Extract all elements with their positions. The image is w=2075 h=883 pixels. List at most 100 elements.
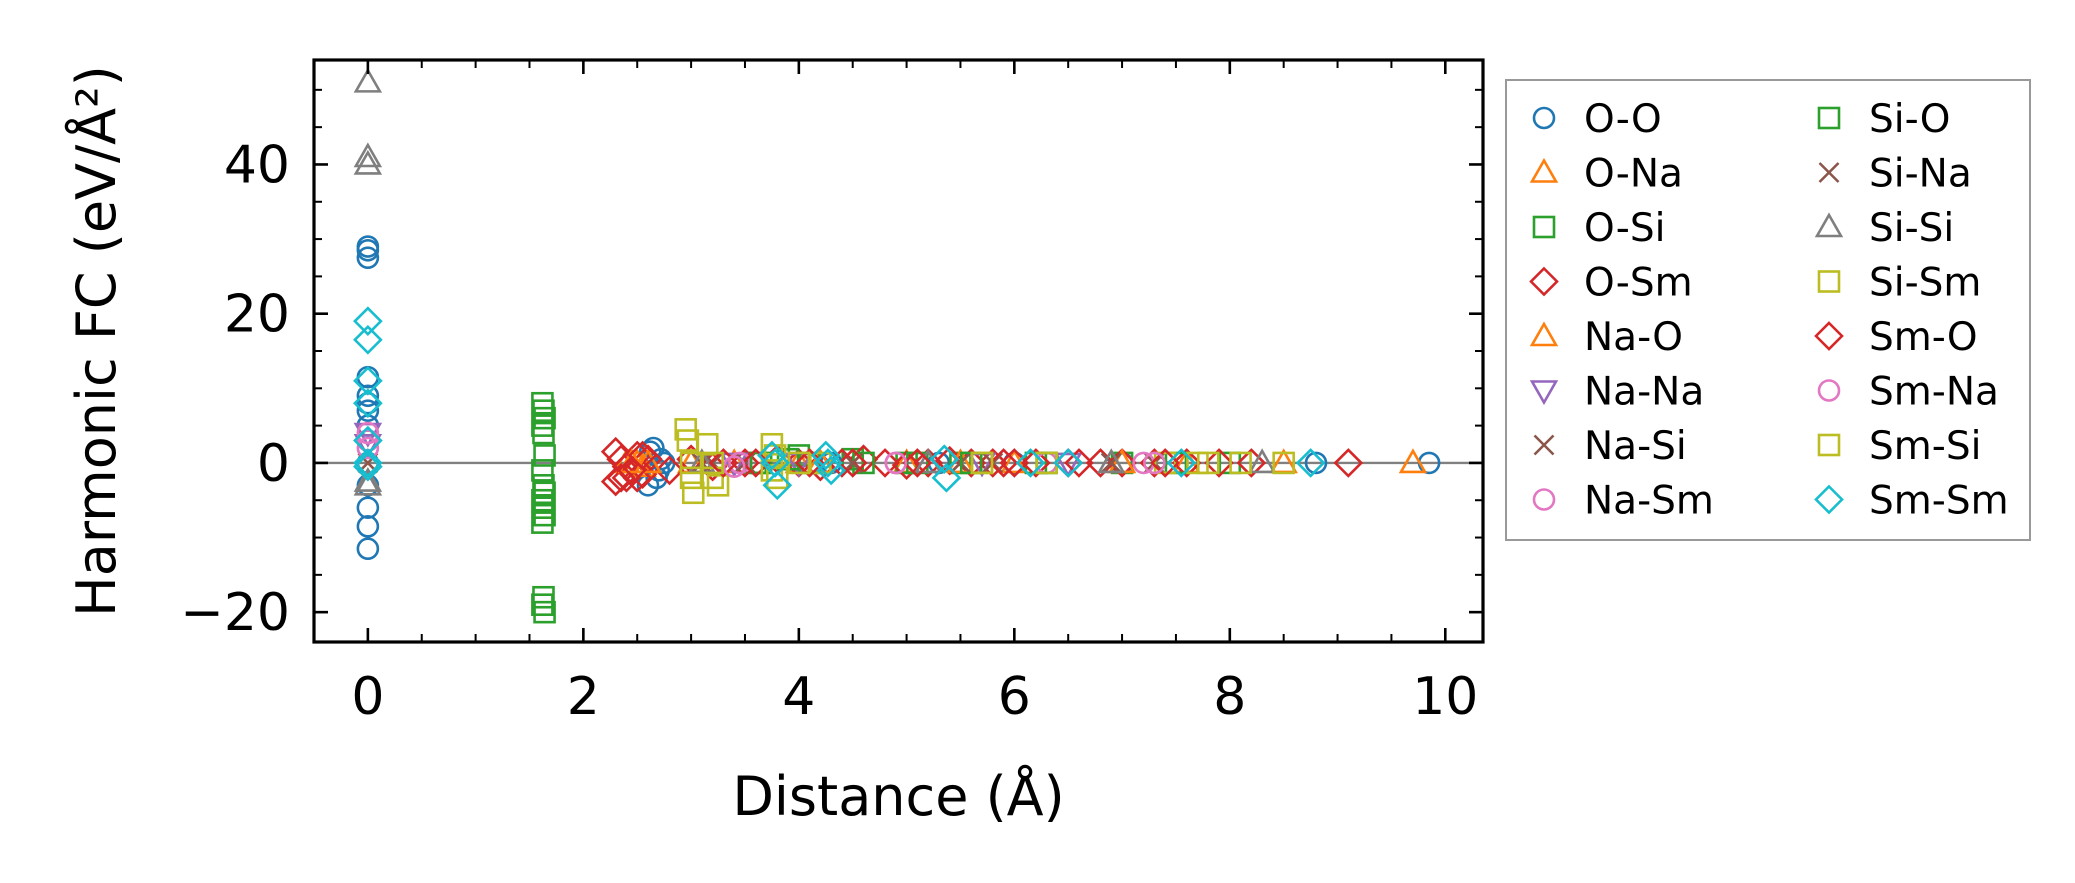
x-tick-label: 6 [998, 667, 1031, 727]
x-tick-label: 0 [351, 667, 384, 727]
data-point [633, 448, 663, 474]
data-point [706, 474, 730, 497]
data-point [353, 142, 383, 168]
data-point [532, 585, 555, 609]
legend-label: Sm-Si [1869, 424, 1981, 469]
data-point [816, 455, 846, 486]
data-point [1100, 452, 1122, 474]
data-point [977, 448, 1008, 478]
data-point [1204, 448, 1234, 478]
data-point [1085, 448, 1116, 478]
data-point [1053, 452, 1083, 478]
data-point [1171, 448, 1202, 478]
data-point [891, 450, 922, 481]
data-point [356, 436, 380, 460]
data-point [929, 444, 960, 475]
data-point [1153, 451, 1177, 475]
data-point [740, 448, 771, 478]
legend-marker [1532, 488, 1556, 511]
data-point [531, 593, 554, 616]
y-axis-label: Harmonic FC (eV/Å²) [64, 65, 128, 617]
legend-label: Si-Sm [1869, 261, 1981, 306]
data-point [837, 448, 868, 478]
data-point [902, 448, 933, 478]
data-point [356, 365, 380, 389]
legend-label: Si-O [1869, 97, 1950, 142]
y-tick-label: −20 [180, 583, 290, 643]
legend: O-O O-Na O-Si O-Sm Na-O Na-Na Na-Si Na-Sm Si-O Si… [1505, 79, 2031, 541]
data-point [627, 440, 658, 471]
data-point [531, 511, 554, 534]
legend-label: Na-Na [1584, 370, 1704, 415]
data-point [353, 470, 383, 496]
legend-label: Sm-O [1869, 315, 1978, 360]
data-point [533, 481, 556, 505]
data-point [762, 470, 793, 501]
data-point [356, 496, 380, 519]
legend-marker [1814, 212, 1844, 238]
data-point [353, 67, 383, 93]
data-point [1272, 451, 1295, 475]
legend-entry: Sm-Na [1817, 370, 1999, 415]
data-point [353, 451, 383, 482]
legend-entry: Na-Si [1533, 424, 1687, 469]
legend-marker [1533, 434, 1555, 456]
axes-frame-layer [312, 58, 1485, 644]
legend-label: O-Si [1584, 206, 1665, 251]
data-point [1398, 448, 1428, 474]
x-tick-label: 8 [1213, 667, 1246, 727]
series-sm-na [356, 421, 1166, 478]
y-tick-label: 0 [257, 434, 290, 494]
data-point [931, 463, 962, 493]
legend-marker [1817, 379, 1841, 402]
labels-layer: Distance (Å) Harmonic FC (eV/Å²) [64, 65, 1065, 828]
data-point [533, 406, 556, 430]
legend-label: Na-Si [1584, 424, 1687, 469]
legend-marker [1817, 106, 1841, 130]
data-point [533, 444, 556, 467]
legend-marker [1818, 162, 1840, 183]
legend-entry: O-Sm [1529, 261, 1693, 306]
legend-marker [1529, 321, 1559, 347]
legend-label: O-Sm [1584, 261, 1693, 306]
data-point [810, 440, 841, 471]
data-point [356, 421, 380, 445]
data-point [1097, 448, 1126, 474]
legend-label: O-Na [1584, 152, 1683, 197]
legend-marker [1532, 106, 1556, 130]
y-tick-label: 20 [224, 285, 290, 345]
data-point [532, 421, 555, 445]
data-point [532, 474, 555, 497]
data-point [353, 306, 383, 336]
legend-marker [1817, 270, 1841, 293]
legend-box [1505, 79, 2031, 541]
data-point [757, 440, 787, 471]
data-point [870, 448, 900, 478]
legend-entry: Na-O [1529, 315, 1683, 360]
legend-marker [1529, 266, 1559, 297]
data-point [353, 149, 383, 175]
legend-label: Na-O [1584, 315, 1683, 360]
x-tick-label: 4 [782, 667, 815, 727]
legend-entry: O-Si [1532, 206, 1665, 251]
data-point [356, 246, 380, 270]
legend-entry: Na-Na [1529, 370, 1704, 415]
data-point [533, 503, 556, 527]
data-point [353, 388, 383, 419]
data-point [617, 448, 647, 474]
series-si-si [353, 67, 1277, 496]
legend-entry: Si-Sm [1817, 261, 1981, 306]
legend-label: Si-Na [1869, 152, 1972, 197]
data-point [679, 466, 703, 490]
data-point [1304, 451, 1328, 475]
data-point [765, 466, 789, 490]
data-point [353, 324, 383, 355]
data-point [884, 451, 908, 475]
ticks-layer: 0 2 4 6 8 10 −20 0 20 40 [180, 60, 1483, 727]
y-tick-label: 40 [224, 135, 290, 195]
data-point [1064, 448, 1094, 478]
data-point [606, 463, 636, 493]
data-points-layer [353, 67, 1441, 624]
data-point [679, 451, 703, 475]
legend-marker [1529, 380, 1559, 406]
